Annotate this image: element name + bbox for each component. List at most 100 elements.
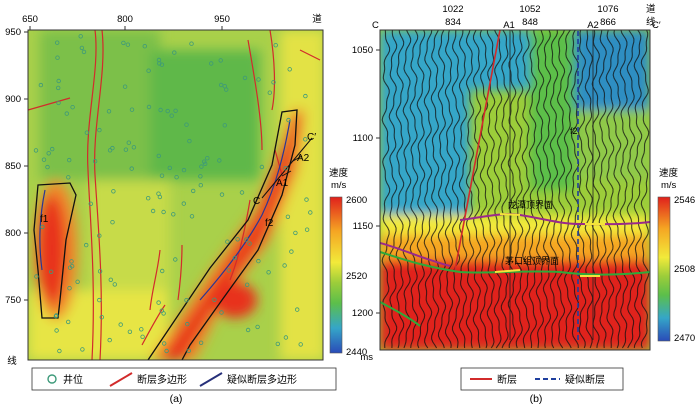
top-axis-b: C C′ 1022 1052 1076 834 848 866 道 线 A1 A… [372, 3, 661, 31]
top-tick-line-2: 866 [600, 17, 616, 28]
well-point [127, 329, 133, 334]
seismic-section [380, 30, 650, 350]
well-point [70, 104, 75, 110]
seismic-trace [605, 30, 615, 349]
well-point [49, 269, 54, 274]
seismic-trace [402, 30, 412, 349]
horizon-longtan-well-segment [499, 213, 605, 225]
y-tick-b-2: 1150 [353, 221, 373, 232]
well-point [80, 347, 85, 352]
annotation-f1: f1 [40, 214, 49, 225]
well-point [198, 174, 203, 179]
well-point [55, 40, 60, 45]
colorbar-b: 速度 m/s 2546 2508 2470 [657, 167, 695, 344]
y-tick-b-1: 1100 [353, 133, 373, 144]
well-point [129, 107, 135, 112]
legend-a-item-2: 疑似断层多边形 [227, 373, 297, 386]
well-point [225, 239, 230, 244]
well-point [75, 279, 80, 284]
well-point [67, 286, 72, 291]
colorbar-a: 速度 m/s 2600 2520 2440 [329, 167, 367, 358]
well-point [38, 82, 44, 88]
well-point [235, 237, 240, 242]
seismic-trace [542, 30, 552, 349]
annotation-a2: A2 [297, 153, 310, 164]
y-axis-b: 1050 1100 1150 1200 ms [352, 45, 380, 363]
colorbar-b-tick-1: 2508 [674, 264, 695, 275]
seismic-trace [465, 30, 475, 349]
well-point [174, 174, 179, 180]
well-point [283, 165, 288, 171]
well-point [245, 327, 251, 333]
well-point [108, 277, 113, 282]
seismic-trace [570, 30, 580, 349]
fault-legend-icon [109, 372, 133, 387]
caption-b: (b) [530, 393, 543, 405]
well-point [289, 249, 294, 254]
well-point [142, 44, 147, 49]
well-point [198, 182, 203, 188]
well-point [125, 42, 131, 47]
seismic-trace [626, 30, 636, 349]
colorbar-b-gradient [657, 196, 671, 342]
well-point [112, 282, 117, 287]
well-point [139, 327, 144, 332]
legend-a-item-1: 断层多边形 [137, 373, 187, 386]
well-point [286, 117, 291, 123]
x-tick-a-2: 950 [214, 14, 230, 25]
well-point [171, 212, 176, 217]
well-point [150, 208, 156, 214]
seismic-trace [528, 30, 538, 349]
colorbar-a-unit: m/s [331, 180, 347, 191]
well-point [84, 130, 90, 135]
well-point [78, 34, 83, 39]
well-point [158, 107, 163, 113]
panel-b: 龙潭顶界面 茅口组顶界面 f2 C C′ 1022 1052 1076 834 … [352, 3, 695, 405]
well-point [46, 151, 51, 156]
well-point [97, 297, 102, 303]
well-point [92, 158, 98, 164]
seismic-trace [612, 30, 622, 349]
well-label-a2: A2 [587, 20, 599, 31]
well-point [199, 164, 204, 169]
well-point [66, 157, 72, 163]
well-point [54, 328, 59, 333]
legend-b: 断层 疑似断层 [460, 367, 624, 391]
top-tick-line-1: 848 [522, 17, 538, 28]
well-point [97, 269, 103, 274]
y-tick-a-3: 800 [5, 228, 21, 239]
well-point [106, 109, 112, 114]
x-axis-a: 650 800 950 道 [22, 13, 322, 30]
well-point [145, 195, 151, 201]
well-point [159, 308, 164, 313]
horizon-label-maokou: 茅口组顶界面 [505, 255, 559, 266]
seismic-trace [416, 30, 426, 349]
well-point [295, 307, 300, 312]
seismic-trace [388, 30, 398, 349]
well-point [33, 148, 39, 153]
well-point [56, 85, 61, 91]
well-point [189, 41, 194, 46]
well-point [303, 93, 308, 99]
horizon-maokou-well-segment [494, 269, 600, 277]
colorbar-b-title: 速度 [659, 167, 679, 179]
well-point [156, 153, 161, 159]
y-tick-a-0: 950 [5, 27, 21, 38]
map-frame [27, 29, 324, 361]
well-point [57, 348, 62, 354]
well-point [140, 334, 145, 339]
seismic-traces [381, 30, 650, 349]
well-point [165, 108, 170, 114]
seismic-trace [549, 30, 559, 349]
well-point [83, 242, 89, 248]
well-point [201, 159, 207, 164]
seismic-trace [423, 30, 433, 349]
seismic-trace [500, 30, 510, 349]
seismic-trace [479, 30, 489, 349]
well-point [273, 43, 278, 48]
well-point [181, 167, 187, 173]
legend-b-box [460, 367, 624, 391]
well-point [298, 342, 303, 347]
well-point [64, 111, 69, 116]
